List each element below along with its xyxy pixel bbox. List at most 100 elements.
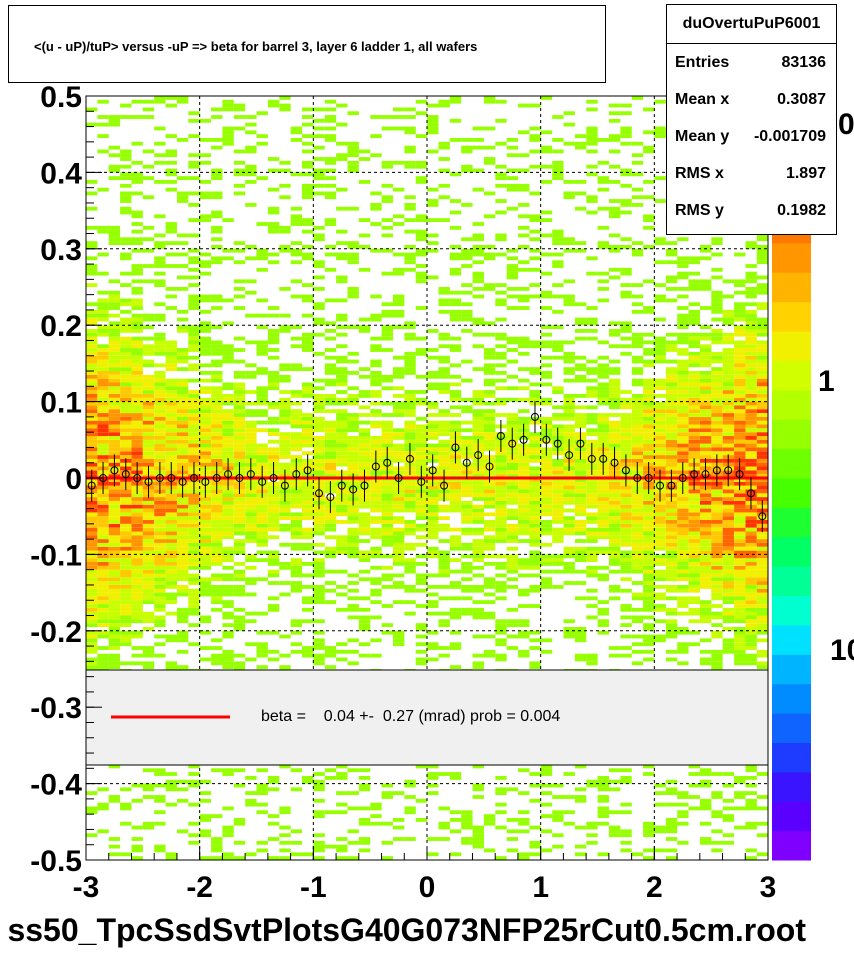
- heatmap-cell: [347, 806, 359, 811]
- heatmap-cell: [120, 195, 132, 200]
- heatmap-cell: [108, 416, 121, 421]
- heatmap-cell: [563, 405, 575, 410]
- heatmap-cell: [483, 485, 496, 490]
- heatmap-cell: [302, 390, 314, 394]
- heatmap-cell: [177, 138, 189, 142]
- heatmap-cell: [336, 546, 348, 551]
- heatmap-cell: [302, 222, 314, 226]
- heatmap-cell: [381, 523, 393, 528]
- heatmap-cell: [427, 554, 439, 559]
- heatmap-cell: [654, 512, 666, 517]
- heatmap-cell: [677, 500, 689, 505]
- heatmap-cell: [574, 145, 587, 150]
- heatmap-cell: [495, 825, 507, 830]
- heatmap-cell: [302, 332, 314, 337]
- heatmap-cell: [347, 573, 359, 578]
- heatmap-cell: [677, 596, 689, 601]
- heatmap-cell: [518, 183, 530, 188]
- heatmap-cell: [188, 443, 200, 448]
- heatmap-cell: [597, 241, 609, 246]
- heatmap-cell: [427, 531, 439, 536]
- heatmap-cell: [438, 183, 450, 188]
- heatmap-cell: [290, 768, 303, 773]
- heatmap-cell: [177, 176, 189, 181]
- heatmap-cell: [620, 168, 632, 173]
- heatmap-cell: [700, 585, 712, 589]
- heatmap-cell: [199, 439, 212, 444]
- heatmap-cell: [336, 512, 348, 517]
- heatmap-cell: [165, 413, 177, 417]
- heatmap-cell: [597, 497, 609, 501]
- heatmap-cell: [142, 558, 155, 563]
- heatmap-cell: [131, 229, 143, 234]
- heatmap-cell: [290, 424, 303, 429]
- heatmap-cell: [643, 493, 655, 498]
- heatmap-cell: [677, 642, 689, 647]
- heatmap-cell: [245, 512, 257, 517]
- heatmap-cell: [472, 485, 484, 490]
- heatmap-cell: [461, 825, 473, 830]
- heatmap-cell: [233, 416, 246, 421]
- heatmap-cell: [540, 504, 553, 509]
- heatmap-cell: [324, 321, 337, 326]
- heatmap-cell: [552, 264, 564, 268]
- heatmap-cell: [324, 160, 337, 165]
- heatmap-cell: [381, 374, 393, 379]
- heatmap-cell: [415, 573, 428, 578]
- heatmap-cell: [393, 825, 405, 830]
- heatmap-cell: [495, 351, 507, 356]
- heatmap-cell: [506, 462, 519, 467]
- heatmap-cell: [609, 432, 621, 437]
- heatmap-cell: [415, 649, 428, 654]
- heatmap-cell: [336, 504, 348, 509]
- heatmap-cell: [529, 390, 541, 394]
- heatmap-cell: [177, 455, 189, 459]
- heatmap-cell: [142, 378, 155, 383]
- heatmap-cell: [518, 260, 530, 265]
- heatmap-cell: [302, 573, 314, 578]
- heatmap-cell: [336, 432, 348, 437]
- heatmap-cell: [427, 504, 439, 509]
- heatmap-cell: [211, 443, 223, 448]
- heatmap-cell: [302, 149, 314, 154]
- heatmap-cell: [574, 634, 587, 639]
- heatmap-cell: [267, 814, 280, 819]
- heatmap-cell: [461, 546, 473, 551]
- heatmap-cell: [449, 390, 462, 394]
- heatmap-cell: [188, 424, 200, 429]
- heatmap-cell: [86, 546, 98, 551]
- heatmap-cell: [643, 309, 655, 314]
- heatmap-cell: [393, 520, 405, 524]
- heatmap-cell: [700, 604, 712, 608]
- heatmap-cell: [347, 466, 359, 471]
- heatmap-cell: [86, 573, 98, 578]
- heatmap-cell: [688, 382, 700, 387]
- heatmap-cell: [177, 405, 189, 410]
- heatmap-cell: [177, 252, 189, 257]
- heatmap-cell: [563, 428, 575, 433]
- heatmap-cell: [609, 562, 621, 566]
- heatmap-cell: [620, 588, 632, 593]
- heatmap-cell: [290, 432, 303, 437]
- heatmap-cell: [586, 336, 598, 341]
- heatmap-cell: [552, 585, 564, 589]
- heatmap-cell: [677, 493, 689, 498]
- heatmap-cell: [393, 455, 405, 459]
- heatmap-cell: [290, 500, 303, 505]
- heatmap-cell: [518, 829, 530, 834]
- heatmap-cell: [472, 787, 484, 792]
- heatmap-cell: [97, 585, 109, 589]
- heatmap-cell: [643, 401, 655, 406]
- heatmap-cell: [336, 607, 348, 612]
- heatmap-cell: [643, 508, 655, 513]
- heatmap-cell: [120, 199, 132, 203]
- heatmap-cell: [427, 497, 439, 501]
- heatmap-cell: [529, 218, 541, 223]
- heatmap-cell: [86, 791, 98, 796]
- heatmap-cell: [574, 485, 587, 490]
- heatmap-cell: [108, 367, 121, 372]
- heatmap-cell: [654, 439, 666, 444]
- heatmap-cell: [461, 317, 473, 322]
- heatmap-cell: [518, 214, 530, 219]
- heatmap-cell: [131, 619, 143, 624]
